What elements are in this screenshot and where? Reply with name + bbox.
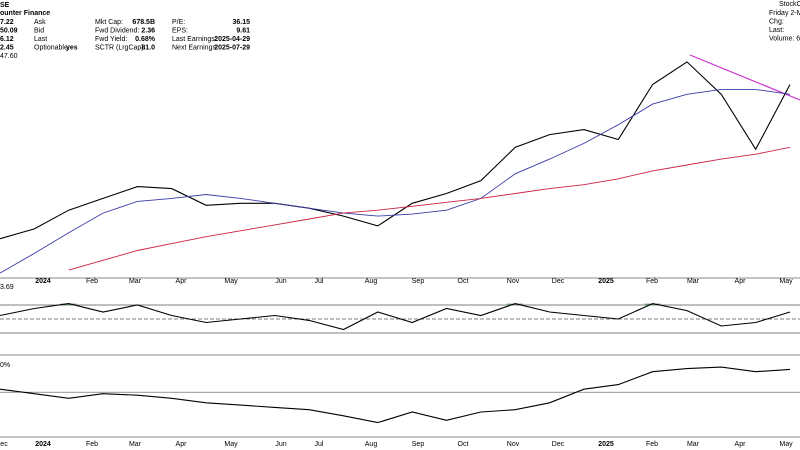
price-label: 47.60 <box>0 53 18 60</box>
x-tick-label: Aug <box>365 278 378 285</box>
x-tick-label: Aug <box>365 441 378 448</box>
stat-value: 2025-04-29 <box>214 36 250 43</box>
x-tick-label: Sep <box>412 278 425 285</box>
overbought-fill <box>507 303 524 305</box>
x-tick-label: Feb <box>646 441 658 448</box>
x-tick-label: Oct <box>458 441 469 448</box>
quote-label: Ask <box>34 19 46 26</box>
x-tick-label: Apr <box>176 441 188 448</box>
quote-value: 7.22 <box>0 19 14 26</box>
stat-value: 2.36 <box>141 27 155 34</box>
series-line <box>0 61 791 240</box>
x-tick-label: May <box>224 278 238 285</box>
company: ounter Finance <box>0 10 50 17</box>
quote-value: 6.12 <box>0 36 14 43</box>
x-tick-label: 2025 <box>598 441 614 448</box>
x-tick-label: Feb <box>86 278 98 285</box>
quote-label: Bid <box>34 27 44 34</box>
trend-line <box>689 54 800 101</box>
stat-label: Mkt Cap: <box>95 19 123 26</box>
quote-value: 2.45 <box>0 44 14 51</box>
stat-value: 81.0 <box>141 44 155 51</box>
stat-label: Next Earnings: <box>172 44 218 51</box>
x-tick-label: Apr <box>176 278 188 285</box>
x-tick-label: Dec <box>552 278 565 285</box>
stat-value: 2025-07-29 <box>214 44 250 51</box>
info: Volume: 6,1 <box>769 35 800 42</box>
stat-value: 678.5B <box>132 19 155 26</box>
x-tick-label: May <box>779 278 793 285</box>
series-line <box>68 146 791 271</box>
overbought-fill <box>644 303 661 305</box>
info: Friday 2-M <box>769 10 800 17</box>
x-tick-label: 2025 <box>598 278 614 285</box>
series-line <box>0 88 791 274</box>
x-tick-label: Jul <box>315 278 324 285</box>
stat-label: Fwd Yield: <box>95 36 127 43</box>
x-tick-label: May <box>779 441 793 448</box>
quote-value: yes <box>66 44 78 51</box>
stat-label: Last Earnings: <box>172 36 217 43</box>
x-tick-label: Mar <box>687 441 700 448</box>
x-tick-label: Jun <box>275 441 286 448</box>
x-tick-label: Apr <box>735 278 747 285</box>
quote-label: Optionable: <box>34 44 70 51</box>
series-line <box>0 303 791 331</box>
stat-label: P/E: <box>172 19 185 26</box>
x-tick-label: Nov <box>507 278 520 285</box>
x-tick-label: Nov <box>507 441 520 448</box>
stat-value: 9.61 <box>236 27 250 34</box>
stat-label: EPS: <box>172 27 188 34</box>
quote-label: Last <box>34 36 47 43</box>
x-tick-label: Jun <box>275 278 286 285</box>
x-tick-label: Mar <box>129 441 142 448</box>
x-tick-label: 2024 <box>35 278 51 285</box>
x-tick-label: Mar <box>687 278 700 285</box>
x-tick-label: Sep <box>412 441 425 448</box>
x-tick-label: Mar <box>129 278 142 285</box>
stat-value: 36.15 <box>232 19 250 26</box>
x-tick-label: Jul <box>315 441 324 448</box>
rs-label: 0% <box>0 362 10 369</box>
info: Last: <box>769 27 784 34</box>
stat-value: 0.68% <box>135 36 156 43</box>
x-tick-label: Feb <box>646 278 658 285</box>
info: Chg: <box>769 18 784 25</box>
stat-label: Fwd Dividend: <box>95 27 139 34</box>
x-tick-label: 2024 <box>35 441 51 448</box>
x-tick-label: Oct <box>458 278 469 285</box>
symbol: SE <box>0 2 10 9</box>
brand: StockC <box>779 1 800 8</box>
x-tick-label: Apr <box>735 441 747 448</box>
x-tick-label: May <box>224 441 238 448</box>
x-tick-label: Feb <box>86 441 98 448</box>
overbought-fill <box>60 303 77 305</box>
series-line <box>0 366 791 424</box>
stat-label: SCTR (LrgCap): <box>95 44 146 51</box>
rsi-label: 3.69 <box>0 284 14 291</box>
x-tick-label: ec <box>0 441 8 448</box>
quote-value: 50.09 <box>0 27 18 34</box>
x-tick-label: Dec <box>552 441 565 448</box>
